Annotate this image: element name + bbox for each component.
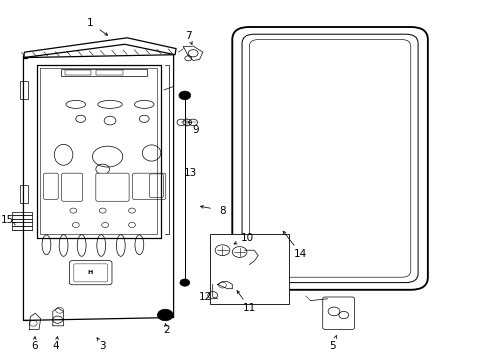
Circle shape (157, 309, 173, 321)
Text: 7: 7 (184, 31, 191, 41)
FancyBboxPatch shape (149, 174, 163, 198)
Bar (20, 185, 28, 203)
FancyBboxPatch shape (43, 173, 58, 199)
FancyBboxPatch shape (96, 173, 129, 201)
FancyBboxPatch shape (61, 173, 82, 201)
Text: 1: 1 (87, 18, 94, 28)
FancyBboxPatch shape (74, 264, 107, 282)
Text: 2: 2 (163, 325, 169, 336)
Text: 12: 12 (198, 292, 212, 302)
Text: H: H (88, 270, 93, 275)
Bar (64, 70, 91, 75)
FancyBboxPatch shape (249, 40, 410, 277)
Bar (210, 234, 288, 304)
Bar (61, 69, 146, 76)
Text: 9: 9 (192, 125, 199, 135)
FancyBboxPatch shape (69, 261, 112, 285)
Text: 14: 14 (293, 249, 307, 259)
Text: 5: 5 (328, 341, 335, 351)
Text: 10: 10 (240, 233, 253, 243)
FancyBboxPatch shape (322, 297, 354, 329)
Bar (96, 70, 122, 75)
Text: 8: 8 (219, 206, 225, 216)
Text: 11: 11 (242, 303, 256, 313)
Circle shape (180, 279, 189, 286)
FancyBboxPatch shape (232, 27, 427, 290)
Circle shape (179, 91, 190, 100)
Bar (20, 81, 28, 99)
Text: 15: 15 (0, 215, 14, 225)
Text: 13: 13 (183, 168, 197, 178)
Text: 6: 6 (31, 341, 38, 351)
FancyBboxPatch shape (132, 173, 165, 199)
Text: 4: 4 (53, 341, 60, 351)
FancyBboxPatch shape (242, 34, 417, 283)
Text: 3: 3 (99, 341, 106, 351)
